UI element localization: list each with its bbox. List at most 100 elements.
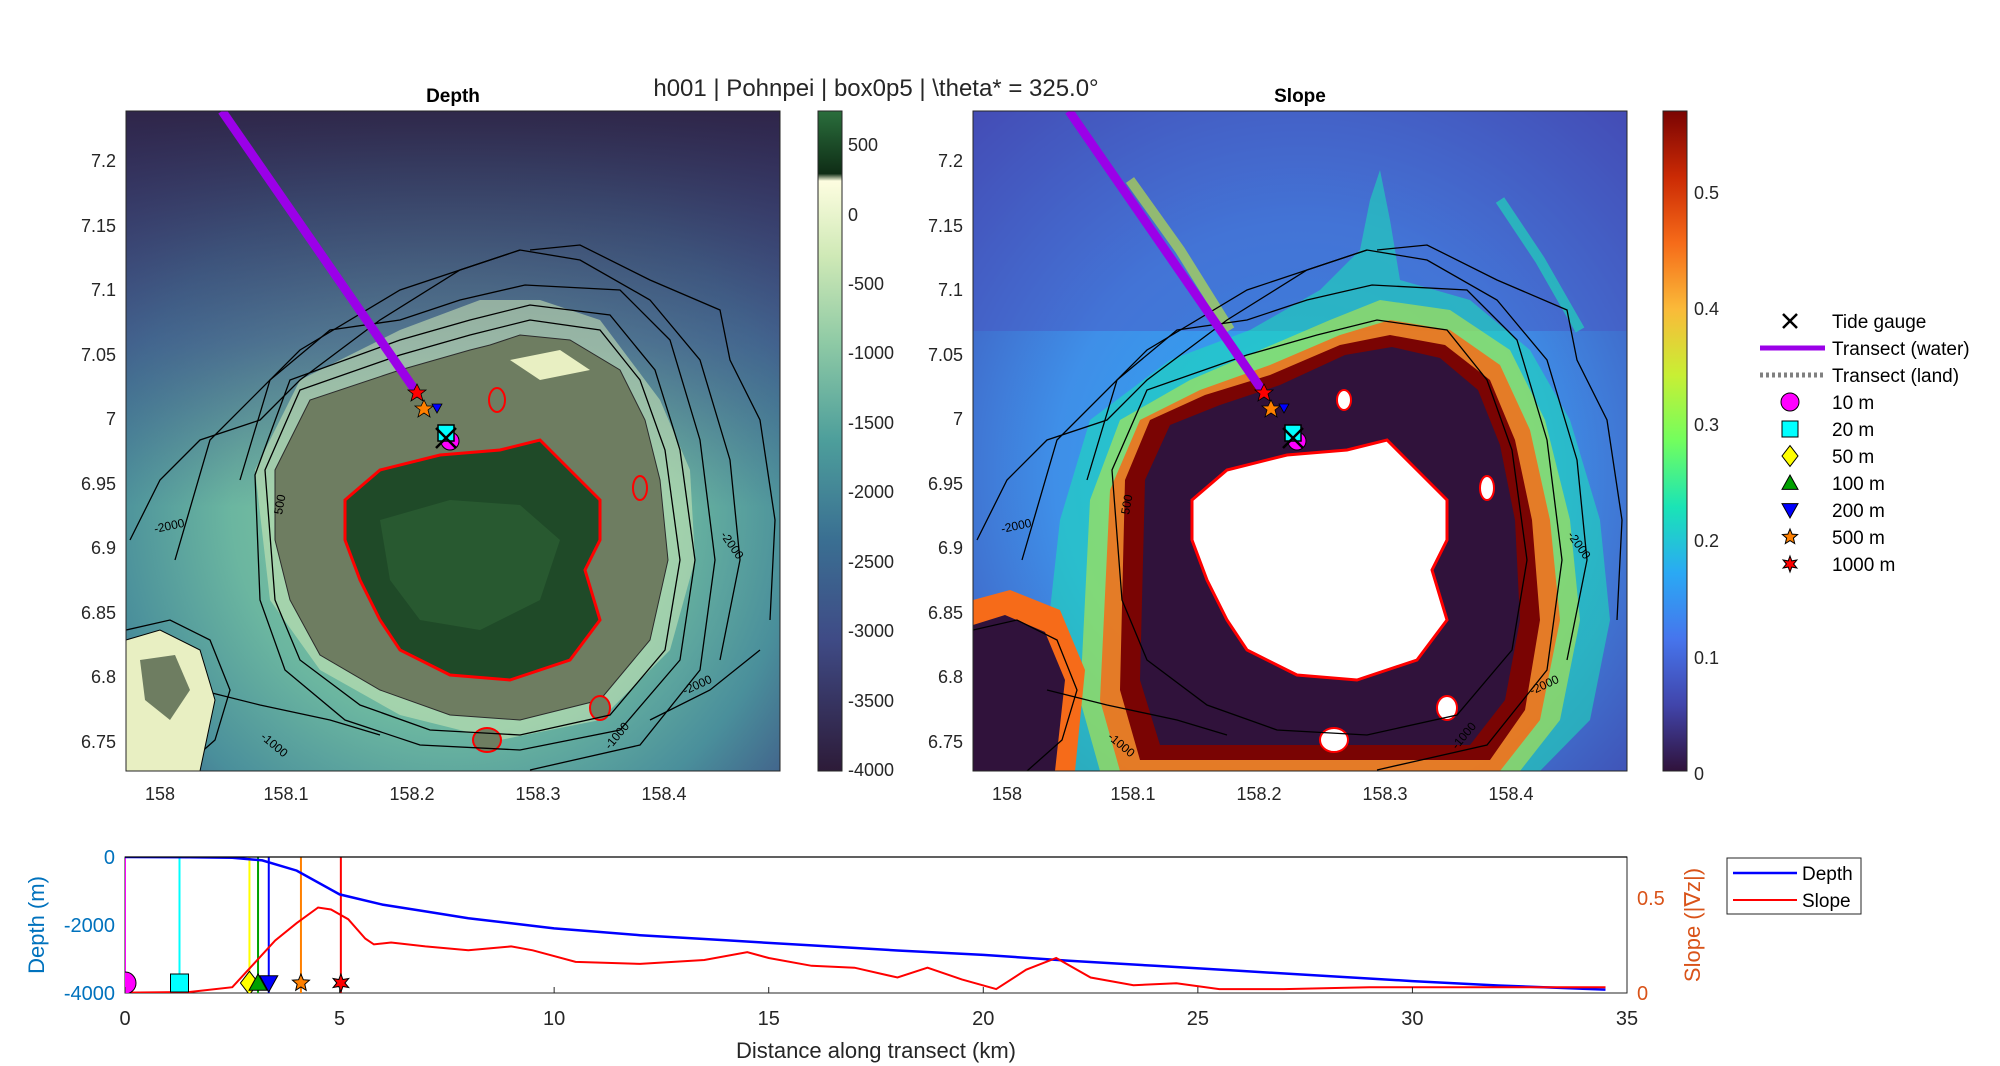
y-tick-label: 6.95 [81, 474, 116, 494]
colorbar-tick-label: 0.1 [1694, 648, 1719, 668]
contour-label: 500 [1118, 493, 1135, 515]
y-tick-label: -2000 [64, 915, 115, 937]
depth-colorbar-ticks: 500 0 -500 -1000 -1500 -2000 -2500 -3000… [848, 135, 894, 780]
y-tick-label: 6.75 [81, 732, 116, 752]
colorbar-tick-label: 0.4 [1694, 299, 1719, 319]
x-tick-label: 0 [119, 1008, 130, 1030]
slope-panel-title: Slope [1274, 86, 1326, 107]
colorbar-tick-label: 0 [1694, 764, 1704, 784]
colorbar-tick-label: -2000 [848, 482, 894, 502]
y-tick-label: 7.1 [91, 280, 116, 300]
y-tick-label: 7.15 [928, 216, 963, 236]
contour-label: -2000 [153, 516, 186, 536]
profile-legend: Depth Slope [1726, 857, 1862, 915]
legend-symbol [1781, 420, 1799, 438]
profile-y-ticks: 0 -2000 -4000 [64, 847, 115, 1005]
legend-symbol [1780, 392, 1800, 412]
legend-label: Tide gauge [1832, 312, 1926, 333]
x-tick-label: 5 [334, 1008, 345, 1030]
legend-label: 50 m [1832, 447, 1874, 468]
depth-panel: Depth [81, 86, 894, 804]
slope-panel: Slope [928, 86, 1719, 804]
x-tick-label: 158.2 [1236, 784, 1281, 804]
depth-colorbar [817, 110, 843, 772]
y-tick-label: 7.15 [81, 216, 116, 236]
series-depth [125, 857, 1606, 991]
legend-label: Transect (land) [1832, 366, 1959, 387]
colorbar-tick-label: -2500 [848, 552, 894, 572]
marker-lines [125, 857, 342, 993]
y-tick-label: 7.2 [91, 151, 116, 171]
depth-map-markers [406, 383, 460, 451]
coastline [343, 438, 602, 682]
slope-map-markers [1253, 383, 1307, 451]
x-tick-label: 158 [145, 784, 175, 804]
legend-label: Slope [1802, 891, 1851, 912]
y-tick-label: 6.8 [938, 667, 963, 687]
legend-symbol [1781, 554, 1799, 574]
y2-tick-label: 0.5 [1637, 888, 1665, 910]
contour-label: -2000 [1000, 516, 1033, 536]
slope-x-ticks: 158 158.1 158.2 158.3 158.4 [992, 784, 1534, 804]
slope-colorbar-ticks: 0.5 0.4 0.3 0.2 0.1 0 [1694, 183, 1719, 784]
profile-markers [125, 970, 350, 993]
map-legend: Tide gauge Transect (water) Transect (land… [1760, 312, 1970, 576]
profile-marker [258, 975, 279, 993]
legend-symbol [1781, 527, 1799, 545]
x-tick-label: 10 [543, 1008, 565, 1030]
profile-x-ticks: 0 5 10 15 20 25 30 35 [119, 1008, 1638, 1030]
legend-label: 100 m [1832, 474, 1885, 495]
colorbar-tick-label: 0.5 [1694, 183, 1719, 203]
series-slope [125, 906, 1606, 993]
colorbar-tick-label: -3500 [848, 691, 894, 711]
profile-marker [331, 972, 350, 993]
y-tick-label: -4000 [64, 983, 115, 1005]
x-tick-label: 158.3 [515, 784, 560, 804]
colorbar-tick-label: 500 [848, 135, 878, 155]
colorbar-tick-label: 0 [848, 205, 858, 225]
profile-panel: 0 5 10 15 20 25 30 35 0 -2000 -4000 0.5 0 Dista… [24, 847, 1862, 1063]
y-tick-label: 7 [106, 409, 116, 429]
colorbar-tick-label: -4000 [848, 760, 894, 780]
legend-symbol [1781, 473, 1799, 490]
y-tick-label: 7.05 [928, 345, 963, 365]
x-tick-label: 35 [1616, 1008, 1638, 1030]
x-tick-label: 15 [758, 1008, 780, 1030]
y-tick-label: 7 [953, 409, 963, 429]
legend-label: 10 m [1832, 393, 1874, 414]
y-tick-label: 7.1 [938, 280, 963, 300]
legend-label: 200 m [1832, 501, 1885, 522]
transect-water [1065, 111, 1268, 396]
legend-symbol [1781, 503, 1799, 520]
colorbar-tick-label: -500 [848, 274, 884, 294]
y-tick-label: 6.85 [928, 603, 963, 623]
y2-tick-label: 0 [1637, 983, 1648, 1005]
x-tick-label: 25 [1187, 1008, 1209, 1030]
slope-y-ticks: 7.2 7.15 7.1 7.05 7 6.95 6.9 6.85 6.8 6.… [928, 151, 963, 752]
depth-y-ticks: 7.2 7.15 7.1 7.05 7 6.95 6.9 6.85 6.8 6.… [81, 151, 116, 752]
x-tick-label: 158 [992, 784, 1022, 804]
colorbar-tick-label: -3000 [848, 621, 894, 641]
profile-y2-label: Slope (|∇z|) [1680, 868, 1705, 982]
y-tick-label: 6.85 [81, 603, 116, 623]
legend-label: 1000 m [1832, 555, 1895, 576]
colorbar-tick-label: -1000 [848, 343, 894, 363]
y-tick-label: 7.2 [938, 151, 963, 171]
depth-map-image: -2000 500 -2000 -2000 -1000 -1000 [126, 111, 780, 771]
colorbar-tick-label: 0.3 [1694, 415, 1719, 435]
figure-title: h001 | Pohnpei | box0p5 | \theta* = 325.… [653, 75, 1098, 102]
legend-label: Depth [1802, 864, 1853, 885]
slope-island-land [1190, 438, 1449, 682]
legend-symbol [1781, 444, 1799, 468]
y-tick-label: 6.9 [91, 538, 116, 558]
slope-colorbar [1662, 110, 1688, 772]
colorbar-tick-label: 0.2 [1694, 531, 1719, 551]
profile-marker [170, 973, 190, 993]
profile-y2-ticks: 0.5 0 [1637, 888, 1665, 1005]
y-tick-label: 6.95 [928, 474, 963, 494]
profile-marker [291, 972, 311, 992]
slope-map-image: -2000 500 -2000 -2000 -1000 -1000 [973, 111, 1627, 771]
profile-marker [125, 971, 137, 993]
depth-x-ticks: 158 158.1 158.2 158.3 158.4 [145, 784, 687, 804]
